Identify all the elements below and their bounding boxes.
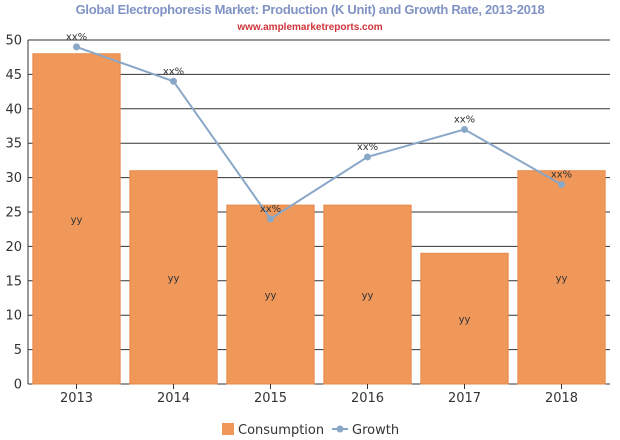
y-tick-label: 45 (5, 68, 22, 83)
y-tick-label: 30 (5, 171, 22, 186)
y-tick-label: 10 (5, 309, 22, 324)
legend-consumption-swatch (222, 423, 234, 435)
growth-data-label: xx% (66, 32, 87, 43)
legend-growth-label: Growth (352, 423, 399, 438)
x-tick-label: 2017 (448, 391, 481, 406)
y-tick-label: 15 (5, 274, 22, 289)
bar-data-label: yy (265, 291, 277, 302)
growth-line (76, 45, 562, 221)
growth-data-label: xx% (551, 169, 572, 180)
y-tick-label: 40 (5, 102, 22, 117)
chart-subtitle: www.amplemarketreports.com (237, 22, 383, 33)
growth-point (170, 77, 177, 85)
x-tick-label: 2014 (157, 391, 190, 406)
growth-data-label: xx% (357, 142, 378, 153)
bar-data-label: yy (71, 215, 83, 226)
bar (323, 204, 412, 385)
bar-data-label: yy (556, 273, 568, 284)
growth-point (558, 180, 565, 188)
growth-point (461, 125, 468, 133)
y-tick-label: 20 (5, 240, 22, 255)
legend-growth-marker (336, 425, 344, 433)
growth-data-label: xx% (454, 114, 475, 125)
growth-data-label: xx% (163, 66, 184, 77)
y-tick-label: 50 (5, 34, 22, 49)
bar-data-label: yy (168, 273, 180, 284)
bar (129, 170, 218, 385)
growth-data-label: xx% (260, 204, 281, 215)
growth-point (267, 215, 274, 223)
legend-consumption-label: Consumption (238, 423, 324, 438)
chart-title: Global Electrophoresis Market: Productio… (75, 2, 545, 17)
growth-point (73, 43, 80, 51)
bar (32, 53, 121, 385)
bar-data-label: yy (459, 315, 471, 326)
y-tick-label: 25 (5, 206, 22, 221)
y-tick-label: 5 (14, 343, 22, 358)
x-tick-label: 2013 (60, 391, 93, 406)
x-tick-label: 2018 (545, 391, 578, 406)
x-tick-label: 2016 (351, 391, 384, 406)
bar (517, 170, 606, 385)
growth-point (364, 153, 371, 161)
bar (226, 204, 315, 385)
y-tick-label: 0 (14, 378, 22, 393)
x-tick-label: 2015 (254, 391, 287, 406)
bar-data-label: yy (362, 291, 374, 302)
y-tick-label: 35 (5, 137, 22, 152)
